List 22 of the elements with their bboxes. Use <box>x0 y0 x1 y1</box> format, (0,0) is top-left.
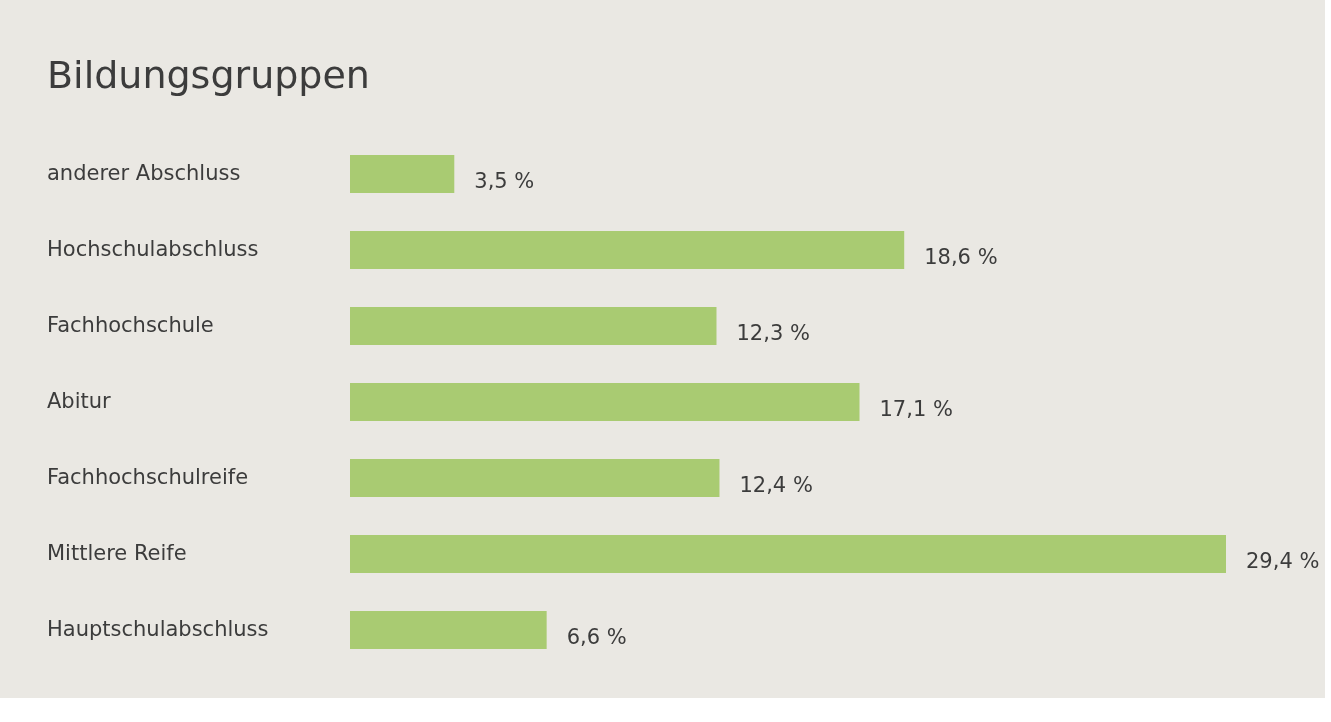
bar <box>350 383 860 421</box>
y-tick-label: Fachhochschule <box>47 313 214 337</box>
bar <box>350 307 717 345</box>
y-tick-label: Abitur <box>47 389 112 413</box>
y-tick-label: anderer Abschluss <box>47 161 241 185</box>
data-label: 12,4 % <box>739 473 813 497</box>
y-tick-label: Hochschulabschluss <box>47 237 259 261</box>
y-tick-label: Mittlere Reife <box>47 541 187 565</box>
y-tick-label: Fachhochschulreife <box>47 465 249 489</box>
data-label: 17,1 % <box>879 397 953 421</box>
bar <box>350 155 455 193</box>
data-label: 18,6 % <box>924 245 998 269</box>
bar <box>350 459 720 497</box>
bar <box>350 231 905 269</box>
y-tick-label: Hauptschulabschluss <box>47 617 269 641</box>
data-label: 6,6 % <box>566 625 627 649</box>
chart-title: Bildungsgruppen <box>47 53 370 97</box>
data-label: 3,5 % <box>474 169 535 193</box>
data-label: 12,3 % <box>736 321 810 345</box>
bar <box>350 535 1226 573</box>
bar <box>350 611 547 649</box>
data-label: 29,4 % <box>1246 549 1320 573</box>
